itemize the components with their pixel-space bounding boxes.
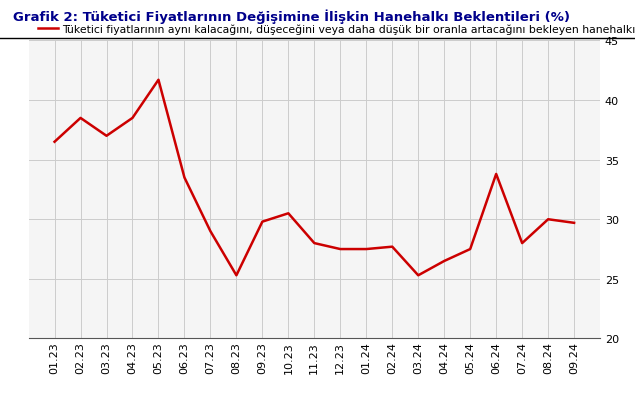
Legend: Tüketici fiyatlarının aynı kalacağını, düşeceğini veya daha düşük bir oranla art: Tüketici fiyatlarının aynı kalacağını, d… (34, 20, 635, 39)
Text: Grafik 2: Tüketici Fiyatlarının Değişimine İlişkin Hanehalkı Beklentileri (%): Grafik 2: Tüketici Fiyatlarının Değişimi… (13, 9, 570, 24)
